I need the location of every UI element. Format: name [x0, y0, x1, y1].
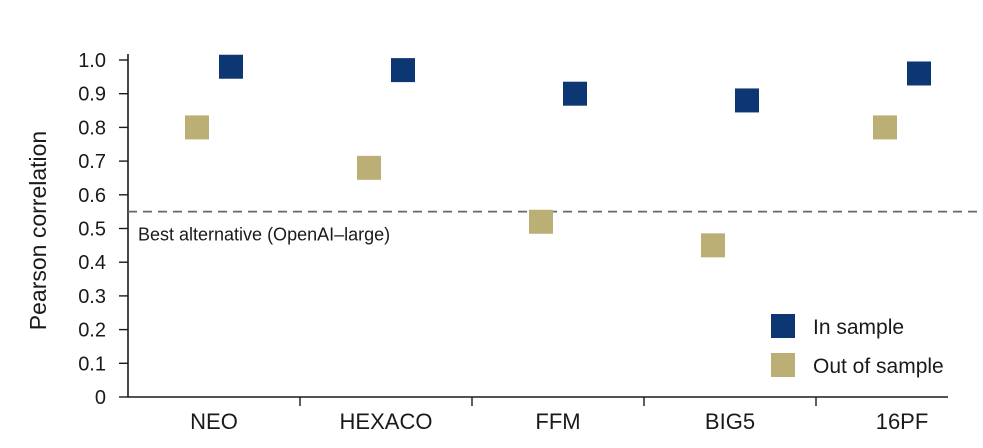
data-point — [563, 81, 587, 106]
data-point — [391, 58, 415, 83]
y-axis-title: Pearson correlation — [25, 131, 51, 330]
legend-label: In sample — [813, 316, 904, 339]
data-point — [185, 115, 209, 140]
y-tick-label: 1.0 — [78, 50, 106, 72]
x-category-label: 16PF — [876, 409, 929, 434]
x-category-label: FFM — [535, 409, 580, 434]
x-category-label: HEXACO — [340, 409, 433, 434]
reference-line-label: Best alternative (OpenAI–large) — [138, 225, 390, 245]
y-axis-ticks: 0 0.1 0.2 0.3 0.4 0.5 0.6 0.7 0.8 0.9 1.0 — [78, 50, 128, 409]
data-point — [735, 88, 759, 113]
data-point — [219, 54, 243, 79]
x-category-label: NEO — [190, 409, 238, 434]
data-point — [907, 61, 931, 86]
axes — [127, 54, 948, 398]
legend-swatch — [771, 353, 795, 377]
data-point — [529, 209, 553, 234]
data-points — [185, 54, 931, 258]
y-tick-label: 0.6 — [78, 185, 106, 207]
y-tick-label: 0.4 — [78, 252, 106, 274]
y-tick-label: 0.7 — [78, 151, 106, 173]
legend: In sample Out of sample — [771, 314, 944, 378]
reference-line-group: Best alternative (OpenAI–large) — [128, 210, 983, 245]
x-category-label: BIG5 — [705, 409, 755, 434]
y-tick-label: 0.9 — [78, 84, 106, 106]
x-axis-ticks: NEO HEXACO FFM BIG5 16PF — [190, 397, 929, 434]
legend-swatch — [771, 314, 795, 338]
data-point — [873, 115, 897, 140]
y-tick-label: 0.3 — [78, 286, 106, 308]
data-point — [701, 233, 725, 258]
y-tick-label: 0.8 — [78, 117, 106, 139]
y-tick-label: 0.2 — [78, 320, 106, 342]
y-tick-label: 0.1 — [78, 353, 106, 375]
y-tick-label: 0 — [95, 387, 106, 409]
data-point — [357, 155, 381, 180]
y-tick-label: 0.5 — [78, 219, 106, 241]
legend-label: Out of sample — [813, 355, 944, 378]
